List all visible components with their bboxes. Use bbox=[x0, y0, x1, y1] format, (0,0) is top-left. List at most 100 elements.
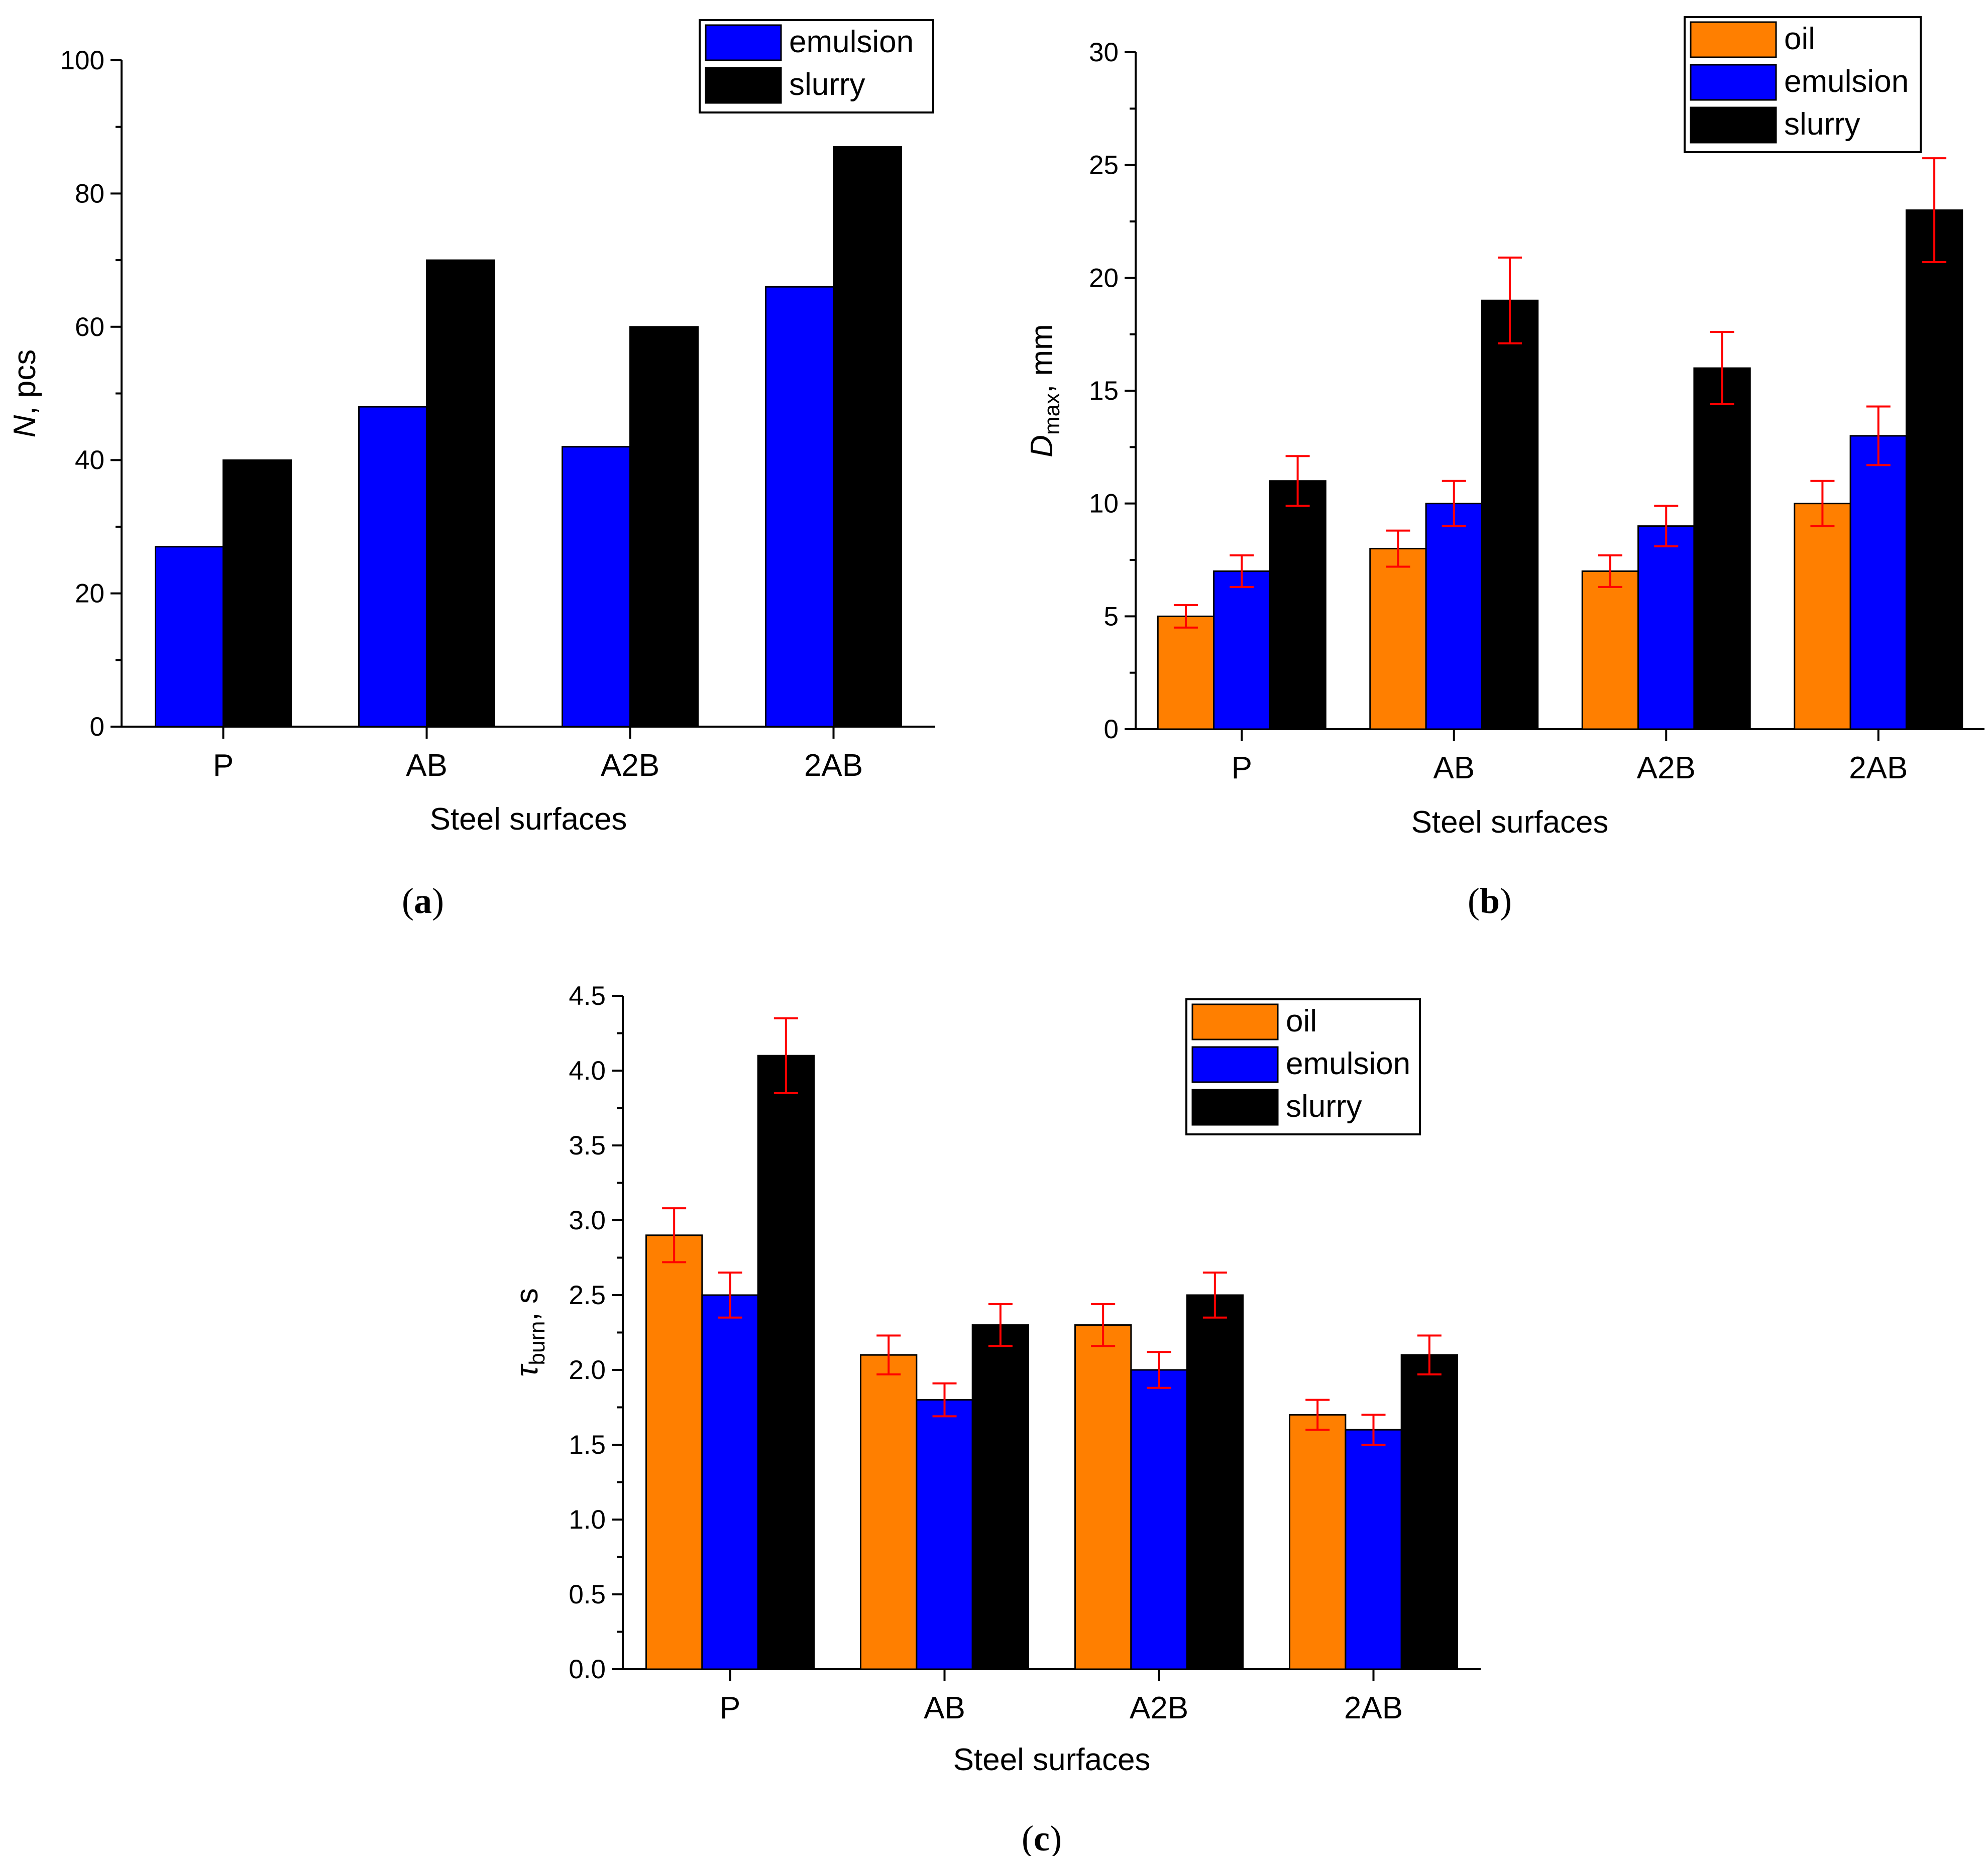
x-axis-title: Steel surfaces bbox=[953, 1743, 1151, 1777]
legend-swatch-emulsion bbox=[705, 24, 782, 61]
bar-slurry-2AB bbox=[1905, 209, 1963, 730]
y-axis-title-symbol: D bbox=[1025, 435, 1059, 457]
x-category-label: 2AB bbox=[804, 748, 863, 783]
legend-swatch-slurry bbox=[1191, 1089, 1279, 1126]
y-tick-label: 0.5 bbox=[569, 1580, 606, 1609]
y-tick-label: 20 bbox=[1089, 263, 1119, 293]
bar-oil-P bbox=[645, 1234, 703, 1670]
bar-slurry-2AB bbox=[833, 146, 902, 728]
bar-emulsion-AB bbox=[1425, 503, 1483, 730]
y-axis-title-symbol: τ bbox=[510, 1363, 544, 1377]
y-tick-label: 3.0 bbox=[569, 1206, 606, 1235]
bar-slurry-AB bbox=[426, 259, 495, 728]
legend-swatch-emulsion bbox=[1690, 64, 1777, 101]
bar-emulsion-A2B bbox=[1637, 525, 1695, 730]
y-tick-label: 1.0 bbox=[569, 1505, 606, 1535]
y-tick-label: 2.5 bbox=[569, 1281, 606, 1310]
bar-oil-A2B bbox=[1581, 570, 1639, 730]
x-axis-title: Steel surfaces bbox=[430, 802, 627, 837]
legend-label-emulsion: emulsion bbox=[1784, 64, 1909, 99]
panel-label-letter: b bbox=[1480, 881, 1500, 921]
x-category-label: 2AB bbox=[1849, 751, 1908, 785]
y-tick-label: 20 bbox=[75, 579, 104, 609]
y-tick-label: 4.0 bbox=[569, 1056, 606, 1086]
y-axis-title-unit: , s bbox=[510, 1288, 544, 1321]
bar-slurry-A2B bbox=[629, 326, 699, 728]
y-tick-label: 60 bbox=[75, 312, 104, 342]
bar-oil-2AB bbox=[1794, 503, 1851, 730]
bar-emulsion-AB bbox=[358, 406, 427, 728]
panel-label-letter: c bbox=[1034, 1818, 1050, 1856]
chart-panel-c: 0.0 0.5 1.0 1.5 2.0 2.5 3.0 3.5 4.0 4.5 P AB A2B 2AB S… bbox=[510, 981, 1481, 1856]
bar-slurry-AB bbox=[1481, 299, 1539, 730]
y-tick-label: 0 bbox=[1104, 715, 1119, 744]
bar-oil-AB bbox=[1369, 548, 1427, 730]
bar-oil-2AB bbox=[1289, 1414, 1347, 1670]
x-category-label: P bbox=[1232, 751, 1252, 785]
y-tick-label: 100 bbox=[60, 46, 104, 75]
legend-swatch-oil bbox=[1191, 1003, 1279, 1040]
panel-label-close: ) bbox=[1050, 1818, 1062, 1856]
bar-emulsion-A2B bbox=[1130, 1369, 1188, 1670]
panel-label-open: ( bbox=[1022, 1818, 1034, 1856]
panel-label-open: ( bbox=[1468, 881, 1480, 921]
y-tick-label: 30 bbox=[1089, 38, 1119, 67]
chart-panel-b: 0 5 10 15 20 25 30 P AB A2B 2AB Steel surfaces Dmax,… bbox=[1025, 16, 1984, 921]
bar-slurry-A2B bbox=[1693, 367, 1751, 730]
chart-panel-a: 0 20 40 60 80 100 P AB A2B 2AB Steel surfaces N, pc… bbox=[8, 19, 935, 921]
y-axis-title-unit: , mm bbox=[1025, 324, 1059, 393]
y-tick-label: 4.5 bbox=[569, 981, 606, 1011]
bar-oil-A2B bbox=[1074, 1324, 1132, 1670]
y-tick-label: 0.0 bbox=[569, 1655, 606, 1684]
panel-label-open: ( bbox=[402, 881, 414, 921]
bar-emulsion-P bbox=[1213, 570, 1271, 730]
y-tick-label: 3.5 bbox=[569, 1131, 606, 1161]
bar-emulsion-A2B bbox=[562, 446, 631, 728]
x-category-label: 2AB bbox=[1344, 1691, 1403, 1725]
y-tick-label: 0 bbox=[90, 712, 104, 742]
bar-oil-AB bbox=[860, 1354, 918, 1670]
x-category-label: P bbox=[213, 748, 234, 783]
y-axis-title-symbol: N bbox=[8, 415, 42, 437]
legend-swatch-slurry bbox=[1690, 106, 1777, 144]
legend-label-emulsion: emulsion bbox=[1286, 1047, 1410, 1081]
y-axis-title: τburn, s bbox=[510, 1288, 549, 1377]
x-category-label: P bbox=[720, 1691, 740, 1725]
x-category-label: A2B bbox=[1130, 1691, 1188, 1725]
panel-label: (a) bbox=[402, 881, 444, 921]
bar-slurry-A2B bbox=[1186, 1294, 1244, 1670]
y-tick-label: 25 bbox=[1089, 151, 1119, 180]
x-category-label: AB bbox=[924, 1691, 965, 1725]
y-tick-label: 5 bbox=[1104, 602, 1119, 631]
bar-emulsion-2AB bbox=[1849, 435, 1907, 730]
legend-label-slurry: slurry bbox=[1784, 107, 1860, 142]
x-axis-title: Steel surfaces bbox=[1411, 805, 1609, 840]
bar-emulsion-P bbox=[701, 1294, 759, 1670]
x-category-label: AB bbox=[406, 748, 448, 783]
bar-slurry-P bbox=[223, 459, 292, 728]
bar-slurry-P bbox=[757, 1055, 815, 1670]
y-axis-title: N, pcs bbox=[8, 350, 42, 438]
panel-label-close: ) bbox=[432, 881, 444, 921]
bar-emulsion-2AB bbox=[1345, 1429, 1402, 1670]
panel-label: (c) bbox=[1022, 1818, 1062, 1856]
x-category-label: AB bbox=[1433, 751, 1475, 785]
legend-label-emulsion: emulsion bbox=[789, 25, 914, 59]
bar-slurry-2AB bbox=[1400, 1354, 1459, 1670]
y-tick-label: 10 bbox=[1089, 489, 1119, 519]
y-tick-label: 80 bbox=[75, 179, 104, 208]
bar-slurry-AB bbox=[971, 1324, 1029, 1670]
panel-label-letter: a bbox=[414, 881, 432, 921]
x-category-label: A2B bbox=[1637, 751, 1696, 785]
legend-label-oil: oil bbox=[1286, 1004, 1317, 1038]
legend-label-slurry: slurry bbox=[789, 67, 865, 102]
y-tick-label: 15 bbox=[1089, 376, 1119, 406]
y-axis-title-unit: , pcs bbox=[8, 350, 42, 415]
bar-emulsion-AB bbox=[916, 1399, 973, 1670]
y-tick-label: 2.0 bbox=[569, 1355, 606, 1385]
panel-label: (b) bbox=[1468, 881, 1512, 921]
panel-label-close: ) bbox=[1500, 881, 1512, 921]
x-category-label: A2B bbox=[601, 748, 659, 783]
y-axis-title-subscript: max bbox=[1040, 393, 1064, 435]
